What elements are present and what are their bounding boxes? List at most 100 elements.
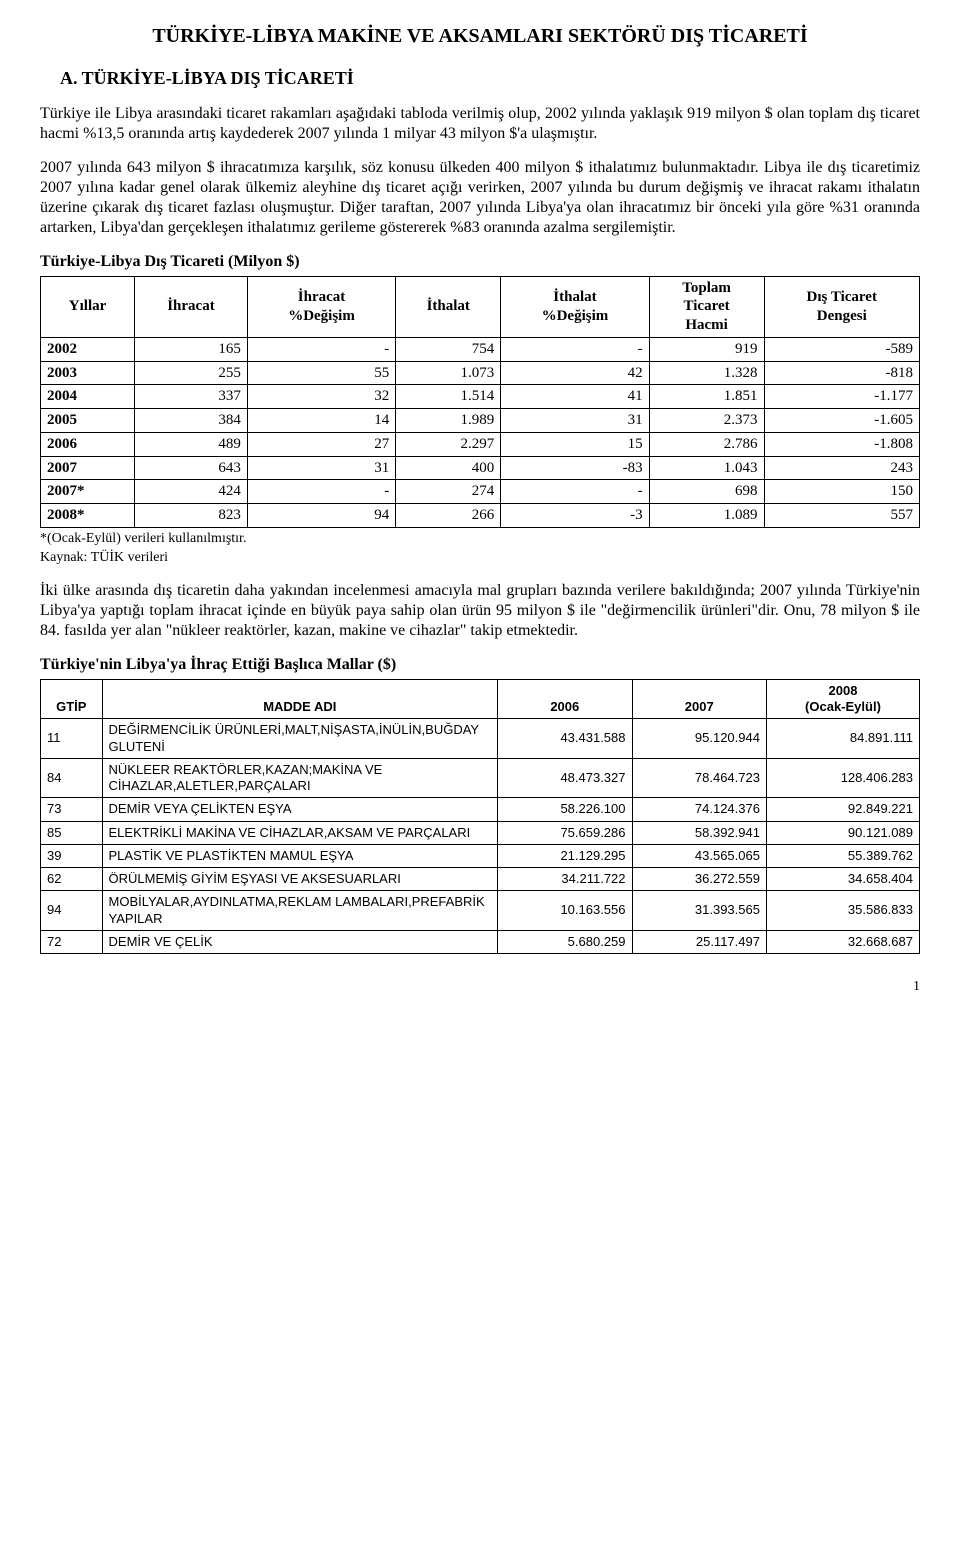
table-row: 94MOBİLYALAR,AYDINLATMA,REKLAM LAMBALARI…	[41, 891, 920, 931]
table-cell: 55	[247, 361, 395, 385]
table-cell: -3	[501, 504, 649, 528]
table-cell: 2.373	[649, 409, 764, 433]
table-cell: 5.680.259	[498, 930, 632, 953]
col-ihracat: İhracat	[135, 276, 248, 337]
table-cell: 10.163.556	[498, 891, 632, 931]
col-2007: 2007	[632, 679, 766, 719]
table-row: 2004337321.514411.851-1.177	[41, 385, 920, 409]
col-denge: Dış Ticaret Dengesi	[764, 276, 920, 337]
col-toplam-hacmi: Toplam Ticaret Hacmi	[649, 276, 764, 337]
table-cell: 84	[41, 758, 103, 798]
table-cell: 34.211.722	[498, 868, 632, 891]
table-cell: 31	[501, 409, 649, 433]
table-cell: 823	[135, 504, 248, 528]
table-cell: 39	[41, 844, 103, 867]
paragraph-2: 2007 yılında 643 milyon $ ihracatımıza k…	[40, 158, 920, 238]
table-row: 2003255551.073421.328-818	[41, 361, 920, 385]
table-cell: 92.849.221	[766, 798, 919, 821]
table-cell: 2.786	[649, 432, 764, 456]
table-cell: 41	[501, 385, 649, 409]
table-cell: -	[501, 480, 649, 504]
table-cell: 1.328	[649, 361, 764, 385]
table-cell: 1.989	[396, 409, 501, 433]
table-cell: 2002	[41, 337, 135, 361]
table-cell: DEMİR VE ÇELİK	[102, 930, 498, 953]
table-cell: 78.464.723	[632, 758, 766, 798]
table-cell: -	[247, 480, 395, 504]
table-row: 72DEMİR VE ÇELİK5.680.25925.117.49732.66…	[41, 930, 920, 953]
table-cell: 62	[41, 868, 103, 891]
table-cell: -589	[764, 337, 920, 361]
col-gtip: GTİP	[41, 679, 103, 719]
table-cell: -1.808	[764, 432, 920, 456]
col-2006: 2006	[498, 679, 632, 719]
table-cell: 75.659.286	[498, 821, 632, 844]
table-cell: 90.121.089	[766, 821, 919, 844]
table-cell: 43.431.588	[498, 719, 632, 759]
paragraph-1: Türkiye ile Libya arasındaki ticaret rak…	[40, 104, 920, 144]
col-ihracat-degisim: İhracat %Değişim	[247, 276, 395, 337]
table-cell: 754	[396, 337, 501, 361]
table-cell: 2007	[41, 456, 135, 480]
table-cell: 2005	[41, 409, 135, 433]
table-cell: 35.586.833	[766, 891, 919, 931]
table-cell: 643	[135, 456, 248, 480]
table-cell: 128.406.283	[766, 758, 919, 798]
table-cell: 2003	[41, 361, 135, 385]
table1-header-row: Yıllar İhracat İhracat %Değişim İthalat …	[41, 276, 920, 337]
table-row: 2002165-754-919-589	[41, 337, 920, 361]
table-row: 2006489272.297152.786-1.808	[41, 432, 920, 456]
table-row: 39PLASTİK VE PLASTİKTEN MAMUL EŞYA21.129…	[41, 844, 920, 867]
table-cell: 400	[396, 456, 501, 480]
table-cell: 72	[41, 930, 103, 953]
table-cell: 94	[247, 504, 395, 528]
col-yillar: Yıllar	[41, 276, 135, 337]
table-cell: 27	[247, 432, 395, 456]
table-cell: 55.389.762	[766, 844, 919, 867]
table-cell: 36.272.559	[632, 868, 766, 891]
table-cell: 31	[247, 456, 395, 480]
table1-footnote: *(Ocak-Eylül) verileri kullanılmıştır.	[40, 530, 920, 548]
col-madde: MADDE ADI	[102, 679, 498, 719]
table-cell: 1.851	[649, 385, 764, 409]
table-cell: 58.392.941	[632, 821, 766, 844]
table-cell: 32.668.687	[766, 930, 919, 953]
table-row: 11DEĞİRMENCİLİK ÜRÜNLERİ,MALT,NİŞASTA,İN…	[41, 719, 920, 759]
table-cell: 1.043	[649, 456, 764, 480]
table-cell: 21.129.295	[498, 844, 632, 867]
page-title: TÜRKİYE-LİBYA MAKİNE VE AKSAMLARI SEKTÖR…	[40, 24, 920, 49]
table-cell: 43.565.065	[632, 844, 766, 867]
table-cell: 2006	[41, 432, 135, 456]
table-cell: 32	[247, 385, 395, 409]
table-cell: 74.124.376	[632, 798, 766, 821]
table-cell: 34.658.404	[766, 868, 919, 891]
table-row: 2005384141.989312.373-1.605	[41, 409, 920, 433]
table-cell: 1.514	[396, 385, 501, 409]
table-cell: 2008*	[41, 504, 135, 528]
table-cell: -83	[501, 456, 649, 480]
table-cell: 150	[764, 480, 920, 504]
table-cell: -818	[764, 361, 920, 385]
table-cell: ÖRÜLMEMİŞ GİYİM EŞYASI VE AKSESUARLARI	[102, 868, 498, 891]
table-cell: 25.117.497	[632, 930, 766, 953]
table-cell: 58.226.100	[498, 798, 632, 821]
table-cell: 94	[41, 891, 103, 931]
table-cell: 48.473.327	[498, 758, 632, 798]
table-cell: 557	[764, 504, 920, 528]
paragraph-3: İki ülke arasında dış ticaretin daha yak…	[40, 581, 920, 641]
table1-source: Kaynak: TÜİK verileri	[40, 549, 920, 567]
table2-title: Türkiye'nin Libya'ya İhraç Ettiği Başlıc…	[40, 655, 920, 675]
table-row: 2007*424-274-698150	[41, 480, 920, 504]
table-cell: NÜKLEER REAKTÖRLER,KAZAN;MAKİNA VE CİHAZ…	[102, 758, 498, 798]
table-cell: 255	[135, 361, 248, 385]
table-row: 73DEMİR VEYA ÇELİKTEN EŞYA58.226.10074.1…	[41, 798, 920, 821]
table-cell: 1.073	[396, 361, 501, 385]
table-cell: 84.891.111	[766, 719, 919, 759]
table-cell: -1.605	[764, 409, 920, 433]
table-cell: 243	[764, 456, 920, 480]
table-cell: 337	[135, 385, 248, 409]
page-number: 1	[40, 978, 920, 996]
table-cell: 274	[396, 480, 501, 504]
table-cell: 11	[41, 719, 103, 759]
table-cell: 698	[649, 480, 764, 504]
